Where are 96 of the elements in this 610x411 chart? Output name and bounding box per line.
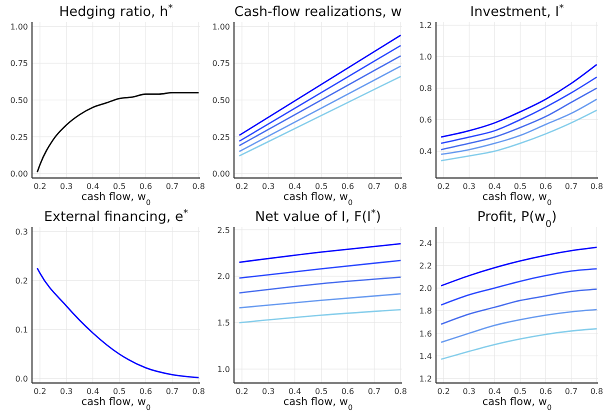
- x-tick-label: 0.7: [368, 387, 381, 396]
- y-tick-label: 0.00: [212, 170, 230, 179]
- y-tick-label: 1.0: [419, 52, 432, 62]
- x-tick-label: 0.3: [60, 182, 73, 191]
- chart-title: Profit, P(w$_{0}$): [477, 209, 557, 230]
- line-series: [440, 64, 598, 138]
- y-tick-label: 0.2: [15, 276, 28, 286]
- y-tick-label: 2.0: [217, 272, 230, 282]
- y-tick-label: 1.2: [419, 21, 432, 30]
- x-tick-label: 0.2: [437, 182, 450, 191]
- x-tick-label: 0.7: [368, 182, 381, 191]
- x-tick-label: 0.2: [236, 387, 248, 396]
- y-tick-label: 0.00: [10, 170, 28, 179]
- y-tick-label: 0.4: [419, 147, 432, 156]
- y-tick-label: 1.0: [217, 365, 230, 374]
- x-tick-label: 0.6: [539, 182, 552, 191]
- x-tick-label: 0.6: [139, 387, 152, 396]
- x-tick-label: 0.7: [166, 387, 179, 396]
- x-tick-label: 0.4: [86, 387, 100, 396]
- x-tick-label: 0.3: [262, 387, 275, 396]
- line-series: [440, 246, 598, 286]
- x-axis-title: cash flow, w$_{0}$: [283, 396, 353, 411]
- x-tick-label: 0.7: [564, 182, 578, 191]
- y-tick-label: 0.50: [212, 96, 230, 105]
- x-tick-label: 0.3: [60, 387, 73, 396]
- x-tick-label: 0.3: [462, 387, 476, 396]
- x-tick-label: 0.7: [166, 182, 179, 191]
- chart-title: Hedging ratio, h$^{*}$: [59, 2, 174, 20]
- x-tick-label: 0.6: [539, 387, 552, 396]
- x-tick-label: 0.4: [288, 182, 302, 191]
- y-tick-label: 0.6: [419, 116, 432, 125]
- x-tick-label: 0.7: [564, 387, 578, 396]
- x-tick-label: 0.8: [192, 182, 206, 191]
- chart-title: Cash-flow realizations, w: [234, 4, 402, 20]
- x-tick-label: 0.6: [139, 182, 152, 191]
- line-series: [440, 288, 598, 325]
- x-tick-label: 0.8: [590, 387, 604, 396]
- x-tick-label: 0.6: [341, 182, 354, 191]
- x-tick-label: 0.5: [314, 387, 328, 396]
- y-tick-label: 0.3: [15, 227, 28, 236]
- y-tick-label: 0.0: [15, 374, 28, 384]
- x-tick-label: 0.2: [236, 182, 248, 191]
- x-tick-label: 0.5: [112, 182, 126, 191]
- chart-title: Investment, I$^{*}$: [470, 2, 564, 20]
- x-tick-label: 0.3: [462, 182, 476, 191]
- line-series: [440, 308, 598, 344]
- x-tick-label: 0.5: [514, 182, 527, 191]
- y-tick-label: 1.00: [212, 22, 230, 32]
- y-tick-label: 1.5: [217, 318, 230, 328]
- y-tick-label: 1.4: [419, 352, 432, 361]
- y-tick-label: 0.25: [212, 132, 230, 142]
- line-series: [36, 268, 200, 378]
- chart-title: Net value of I, F(I$^{*}$): [254, 208, 382, 225]
- y-tick-label: 0.75: [212, 59, 230, 68]
- x-tick-label: 0.6: [341, 387, 354, 396]
- line-series: [440, 87, 598, 150]
- line-series: [440, 98, 598, 156]
- y-tick-label: 0.8: [419, 84, 432, 94]
- line-series: [440, 328, 598, 360]
- line-series: [36, 92, 200, 173]
- y-tick-label: 2.5: [217, 226, 230, 235]
- chart-title: External financing, e$^{*}$: [44, 208, 188, 225]
- x-axis-title: cash flow, w$_{0}$: [81, 191, 151, 206]
- x-tick-label: 0.8: [394, 182, 408, 191]
- x-tick-label: 0.2: [34, 182, 46, 191]
- x-tick-label: 0.4: [86, 182, 100, 191]
- x-tick-label: 0.4: [288, 387, 302, 396]
- y-tick-label: 1.8: [419, 306, 432, 316]
- line-series: [440, 76, 598, 144]
- y-tick-label: 2.2: [419, 261, 432, 270]
- x-tick-label: 0.5: [314, 182, 328, 191]
- y-tick-label: 0.1: [15, 326, 28, 335]
- line-series: [440, 110, 598, 162]
- x-tick-label: 0.5: [112, 387, 126, 396]
- x-tick-label: 0.4: [488, 387, 502, 396]
- x-axis-title: cash flow, w$_{0}$: [283, 191, 353, 206]
- y-tick-label: 2.4: [419, 238, 432, 248]
- x-tick-label: 0.8: [192, 387, 206, 396]
- x-tick-label: 0.2: [34, 387, 46, 396]
- x-tick-label: 0.2: [437, 387, 450, 396]
- y-tick-label: 1.2: [419, 374, 432, 384]
- y-tick-label: 1.00: [10, 22, 28, 32]
- y-tick-label: 0.50: [10, 96, 28, 105]
- y-tick-label: 1.6: [419, 329, 432, 338]
- x-axis-title: cash flow, w$_{0}$: [482, 191, 552, 206]
- x-tick-label: 0.3: [262, 182, 275, 191]
- x-tick-label: 0.8: [394, 387, 408, 396]
- y-tick-label: 0.25: [10, 132, 28, 142]
- x-tick-label: 0.5: [514, 387, 527, 396]
- line-series: [440, 268, 598, 306]
- x-axis-title: cash flow, w$_{0}$: [81, 396, 151, 411]
- y-tick-label: 0.75: [10, 59, 28, 68]
- x-tick-label: 0.8: [590, 182, 604, 191]
- y-tick-label: 2.0: [419, 284, 432, 294]
- x-axis-title: cash flow, w$_{0}$: [482, 396, 552, 411]
- x-tick-label: 0.4: [488, 182, 502, 191]
